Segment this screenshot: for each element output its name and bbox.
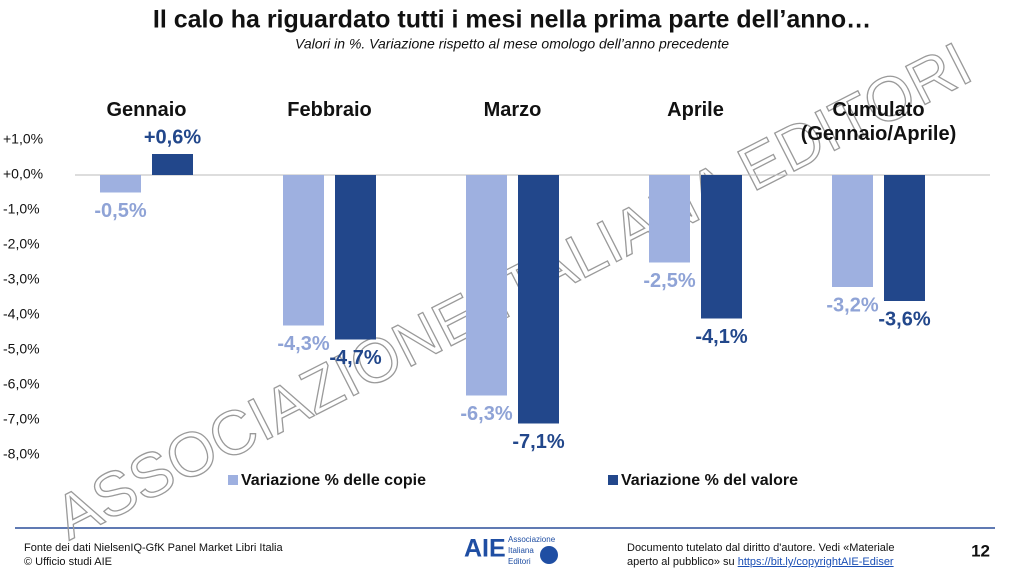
y-tick-label: -5,0% — [3, 341, 40, 357]
bar — [283, 175, 324, 326]
value-label: -6,3% — [460, 403, 512, 425]
logo-line: Associazione — [508, 535, 556, 544]
bar — [100, 175, 141, 193]
footer-source: © Ufficio studi AIE — [24, 556, 112, 568]
legend-swatch — [608, 475, 618, 485]
bar — [152, 154, 193, 175]
value-label: -7,1% — [512, 431, 564, 453]
value-label: -3,2% — [826, 294, 878, 316]
legend-label: Variazione % delle copie — [241, 472, 426, 489]
bar — [884, 175, 925, 301]
footer-source: Fonte dei dati NielsenIQ-GfK Panel Marke… — [24, 542, 284, 554]
bar — [518, 175, 559, 424]
y-tick-label: -1,0% — [3, 201, 40, 217]
logo-text: AIE — [464, 535, 506, 563]
category-label: Febbraio — [287, 99, 372, 121]
value-label: +0,6% — [144, 126, 201, 148]
logo-line: Editori — [508, 557, 531, 566]
chart-subtitle: Valori in %. Variazione rispetto al mese… — [295, 36, 729, 52]
category-label: Cumulato (Gennaio/Aprile) — [800, 99, 957, 145]
logo-line: Italiana — [508, 546, 534, 555]
y-tick-label: -4,0% — [3, 306, 40, 322]
category-label: Gennaio — [106, 99, 187, 121]
legend-swatch — [228, 475, 238, 485]
y-tick-label: -3,0% — [3, 271, 40, 287]
y-tick-label: +0,0% — [3, 166, 43, 182]
bar — [832, 175, 873, 287]
y-tick-label: -6,0% — [3, 376, 40, 392]
bar — [701, 175, 742, 319]
value-label: -0,5% — [94, 200, 146, 222]
category-label: Marzo — [483, 99, 542, 121]
value-label: -4,7% — [329, 347, 381, 369]
value-label: -3,6% — [878, 308, 930, 330]
logo-badge — [540, 546, 558, 564]
page-number: 12 — [971, 541, 990, 560]
value-label: -4,3% — [277, 333, 329, 355]
footer-notice: Documento tutelato dal diritto d'autore.… — [627, 541, 902, 569]
notice-text: Documento tutelato dal diritto d'autore.… — [627, 542, 895, 568]
category-label: Aprile — [667, 99, 724, 121]
value-label: -2,5% — [643, 270, 695, 292]
chart-title: Il calo ha riguardato tutti i mesi nella… — [153, 6, 871, 34]
legend-label: Variazione % del valore — [621, 472, 798, 489]
y-tick-label: -2,0% — [3, 236, 40, 252]
bar — [335, 175, 376, 340]
y-tick-label: +1,0% — [3, 131, 43, 147]
y-tick-label: -7,0% — [3, 411, 40, 427]
bar — [649, 175, 690, 263]
link[interactable]: https://bit.ly/copyrightAIE-Ediser — [737, 556, 894, 568]
value-label: -4,1% — [695, 326, 747, 348]
bar — [466, 175, 507, 396]
y-tick-label: -8,0% — [3, 446, 40, 462]
